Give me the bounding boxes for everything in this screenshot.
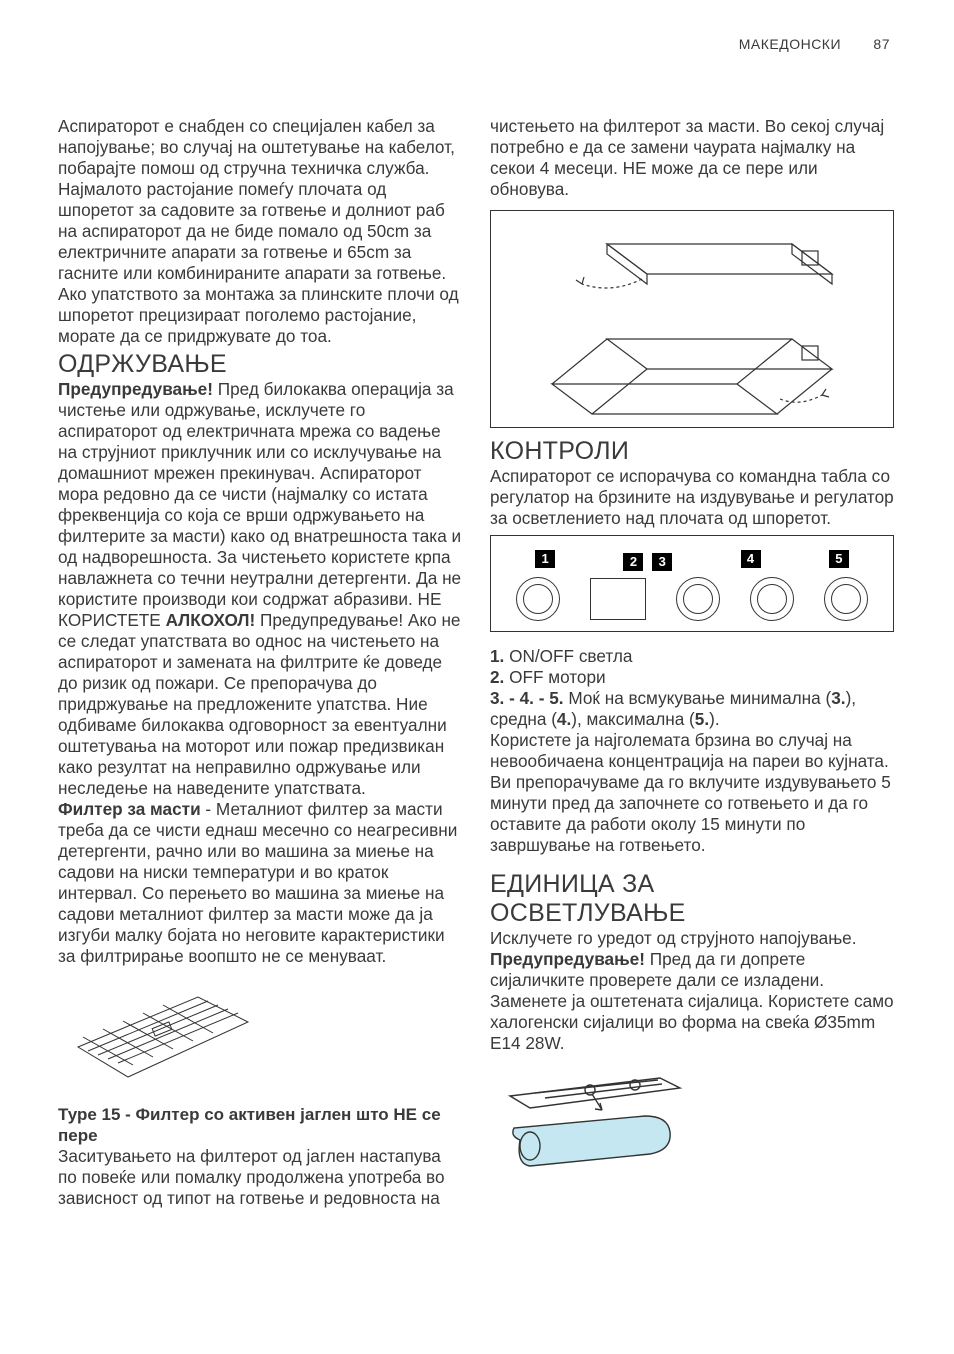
knob-3 [750,577,794,621]
header-language: МАКЕДОНСКИ [739,36,841,52]
filter-body: - Металниот филтер за масти треба да се … [58,799,457,966]
label-5: 5 [829,550,849,568]
list1-prefix: 1. [490,646,504,666]
b4: 4. [557,709,571,729]
knob-row [501,577,883,621]
list3c: ), максимална ( [571,709,695,729]
list1-text: ON/OFF светла [504,646,632,666]
filter-grid-icon [58,977,268,1097]
filter-panels-icon [499,219,885,419]
figure-filter-panels [490,210,894,428]
maintenance-warning: Предупредување! Пред билокаква операција… [58,379,462,799]
right-column: чистењето на филтерот за масти. Во секој… [490,116,894,1209]
light-warn-label: Предупредување! [490,949,645,969]
bulb-icon [490,1068,700,1178]
heading-lighting: ЕДИНИЦА ЗАОСВЕТЛУВАЊЕ [490,870,894,928]
header-page-number: 87 [873,36,890,52]
heading-controls: КОНТРОЛИ [490,436,894,467]
content-columns: Аспираторот е снабден со специјален кабе… [58,116,894,1209]
left-column: Аспираторот е снабден со специјален кабе… [58,116,462,1209]
warn-body2: Предупредување! Ако не се следат упатств… [58,610,461,798]
list2-text: OFF мотори [504,667,605,687]
heading-lighting-text: ЕДИНИЦА ЗАОСВЕТЛУВАЊЕ [490,870,686,927]
knob-1 [516,577,560,621]
label-1: 1 [535,550,555,568]
b5: 5. [695,709,709,729]
warn-label: Предупредување! [58,379,213,399]
figure-bulb [490,1068,894,1178]
list-item-2: 2. OFF мотори [490,667,894,688]
controls-diagram: 1 2 3 4 5 [490,535,894,632]
speed-body: Користете ја најголемата брзина во случа… [490,730,894,856]
controls-labels-row: 1 2 3 4 5 [501,550,883,571]
alcohol-label: АЛКОХОЛ! [166,610,256,630]
filter-label: Филтер за масти [58,799,201,819]
label-3: 3 [652,553,672,571]
blank-rect [590,578,646,620]
list-item-3: 3. - 4. - 5. Моќ на всмукување минимална… [490,688,894,730]
list3a: Моќ на всмукување минимална ( [564,688,832,708]
right-top-body: чистењето на филтерот за масти. Во секој… [490,116,894,200]
list2-prefix: 2. [490,667,504,687]
caption-type15: Туре 15 - Филтер со активен јаглен што Н… [58,1105,462,1146]
knob-4 [824,577,868,621]
b3: 3. [831,688,845,708]
list-item-1: 1. ON/OFF светла [490,646,894,667]
light-warning: Предупредување! Пред да ги допрете сијал… [490,949,894,1054]
warn-body: Пред билокаква операција за чистење или … [58,379,461,630]
list3-prefix: 3. - 4. - 5. [490,688,564,708]
saturation-body: Заситувањето на филтерот од јаглен наста… [58,1146,462,1209]
knob-2 [676,577,720,621]
label-2: 2 [623,553,643,571]
list3d: ). [709,709,720,729]
heading-maintenance: ОДРЖУВАЊЕ [58,349,462,380]
figure-filter-grid [58,977,462,1097]
filter-paragraph: Филтер за масти - Металниот филтер за ма… [58,799,462,967]
label-4: 4 [741,550,761,568]
page-header: МАКЕДОНСКИ 87 [739,36,890,52]
controls-intro: Аспираторот се испорачува со командна та… [490,466,894,529]
intro-paragraph: Аспираторот е снабден со специјален кабе… [58,116,462,347]
light-body1: Исклучете го уредот од струјното напојув… [490,928,894,949]
